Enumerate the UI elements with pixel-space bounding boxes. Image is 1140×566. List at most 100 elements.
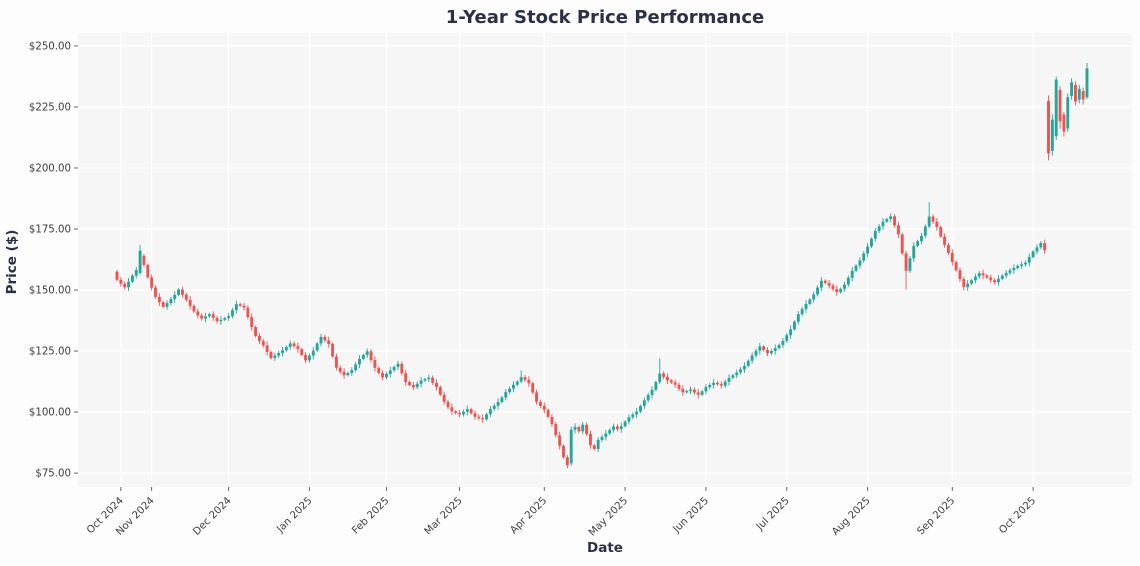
candle-body bbox=[277, 352, 281, 356]
candle bbox=[508, 386, 512, 395]
candle bbox=[896, 221, 900, 239]
candle-body bbox=[719, 384, 723, 386]
candle-body bbox=[338, 367, 342, 372]
candle bbox=[627, 414, 631, 425]
candle-body bbox=[211, 314, 215, 318]
candle bbox=[993, 278, 997, 285]
candle bbox=[1074, 81, 1077, 106]
candle bbox=[708, 382, 712, 390]
candle-body bbox=[589, 434, 592, 446]
candle-body bbox=[415, 383, 419, 388]
candle bbox=[150, 274, 154, 291]
candle bbox=[750, 352, 754, 364]
x-tick-label: Jul 2025 bbox=[754, 495, 792, 533]
candle bbox=[338, 365, 342, 374]
candle bbox=[408, 380, 411, 387]
candle bbox=[889, 213, 893, 222]
candle-body bbox=[773, 348, 777, 352]
candle bbox=[442, 391, 446, 405]
candle bbox=[173, 291, 177, 303]
candle bbox=[596, 436, 600, 452]
candle-body bbox=[458, 413, 462, 415]
candle bbox=[188, 296, 192, 310]
candle-body bbox=[300, 349, 304, 355]
candle-body bbox=[827, 282, 831, 286]
candle-body bbox=[250, 317, 254, 328]
candle-body bbox=[708, 384, 712, 388]
candle bbox=[989, 274, 993, 284]
candle bbox=[739, 367, 743, 375]
candle bbox=[831, 283, 835, 292]
candle bbox=[935, 218, 939, 231]
candle-body bbox=[281, 350, 284, 353]
candle bbox=[154, 285, 157, 300]
candle-body bbox=[1062, 114, 1066, 132]
x-tick-label: Feb 2025 bbox=[350, 495, 391, 536]
candle bbox=[423, 377, 427, 383]
candle-body bbox=[766, 350, 769, 354]
candle bbox=[373, 356, 377, 372]
candle-body bbox=[331, 343, 335, 357]
candle-body bbox=[408, 382, 411, 385]
candle-body bbox=[746, 360, 750, 366]
candle-body bbox=[804, 303, 808, 310]
candle bbox=[673, 379, 677, 388]
candle bbox=[646, 392, 650, 403]
candle bbox=[180, 286, 184, 298]
candle-body bbox=[665, 376, 669, 381]
candle bbox=[346, 371, 350, 377]
candle bbox=[916, 239, 920, 248]
candle-body bbox=[935, 221, 939, 228]
candle-body bbox=[873, 230, 877, 239]
candle bbox=[658, 358, 662, 384]
x-tick-label: Oct 2025 bbox=[997, 495, 1038, 536]
candle bbox=[862, 251, 866, 263]
candle-body bbox=[531, 383, 535, 393]
candle-body bbox=[431, 377, 435, 383]
candle-body bbox=[284, 346, 288, 351]
candle bbox=[115, 270, 119, 282]
candle bbox=[134, 267, 138, 279]
candle bbox=[165, 300, 169, 310]
candle bbox=[265, 341, 269, 356]
candle-body bbox=[596, 439, 600, 449]
candle bbox=[970, 278, 973, 286]
candle-body bbox=[358, 358, 361, 365]
candle bbox=[515, 380, 519, 387]
candle-body bbox=[1085, 68, 1089, 98]
candle-body bbox=[796, 314, 800, 322]
candle bbox=[577, 425, 581, 433]
candle bbox=[573, 423, 577, 434]
candle bbox=[1070, 78, 1074, 100]
candle bbox=[404, 369, 408, 386]
candle bbox=[554, 421, 558, 438]
candle bbox=[946, 242, 950, 256]
candle-body bbox=[658, 373, 662, 383]
candlestick-series bbox=[115, 63, 1089, 469]
candle-body bbox=[893, 216, 896, 226]
candle bbox=[323, 334, 327, 343]
candle bbox=[246, 305, 250, 320]
candle bbox=[130, 274, 134, 284]
candle-body bbox=[177, 289, 181, 295]
candle bbox=[381, 370, 385, 381]
x-axis-title: Date bbox=[587, 540, 623, 556]
candle bbox=[304, 352, 308, 364]
candle bbox=[300, 347, 304, 357]
candle bbox=[461, 409, 465, 417]
candle-body bbox=[273, 355, 277, 359]
candle-body bbox=[966, 283, 970, 288]
candle-body bbox=[288, 343, 292, 347]
candle-body bbox=[723, 381, 727, 386]
candle-body bbox=[346, 373, 350, 376]
candle bbox=[920, 232, 923, 245]
candle-body bbox=[962, 279, 966, 288]
candle bbox=[485, 412, 488, 421]
candle bbox=[608, 428, 612, 436]
candle-body bbox=[365, 351, 369, 355]
candle-body bbox=[677, 384, 681, 389]
candle bbox=[119, 276, 123, 287]
candle-body bbox=[504, 392, 508, 398]
candle bbox=[981, 269, 985, 280]
candle bbox=[219, 316, 223, 325]
